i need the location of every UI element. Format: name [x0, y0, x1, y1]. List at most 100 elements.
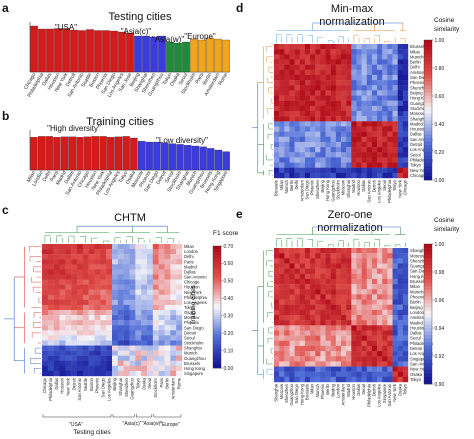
panel-c-cell	[100, 304, 107, 311]
panel-e-cell	[325, 248, 331, 254]
panel-d-cell	[289, 49, 295, 55]
panel-c-cell	[47, 294, 54, 301]
panel-d-cell	[279, 64, 285, 70]
panel-c-cell	[100, 274, 107, 280]
panel-e-cell	[402, 273, 409, 280]
panel-d-cell	[397, 131, 404, 137]
panel-e-colorbar-segment	[424, 247, 432, 252]
panel-d-cell	[392, 80, 398, 86]
panel-d-cell	[335, 172, 342, 179]
panel-c-cell	[112, 244, 119, 250]
panel-e-cell	[304, 258, 311, 264]
panel-e-cell	[351, 304, 357, 311]
panel-c-cell	[170, 370, 177, 377]
panel-c-cell	[129, 269, 136, 275]
panel-d-colorbar-segment	[424, 78, 432, 83]
panel-d-cell	[402, 162, 409, 168]
panel-e-cell	[284, 371, 290, 378]
panel-e-cell	[310, 376, 316, 383]
panel-e-cell	[310, 263, 316, 269]
panel-e-cell	[346, 253, 352, 259]
panel-c-cell	[88, 284, 95, 290]
panel-e-col-label: Munich	[315, 383, 320, 397]
panel-e-cell	[310, 366, 316, 372]
panel-c-row-label: Osaka	[184, 310, 197, 315]
panel-c-cell	[152, 254, 159, 260]
panel-c-col-label: New York	[65, 377, 70, 396]
panel-d-cell	[346, 147, 352, 153]
panel-d-cell	[361, 105, 367, 112]
panel-c-cell	[117, 244, 124, 250]
panel-d-cell	[304, 64, 311, 70]
panel-c-cell	[147, 269, 154, 275]
panel-e-cell	[315, 284, 321, 290]
panel-d-row-label: Milan	[410, 49, 421, 54]
panel-d-cell	[304, 141, 311, 148]
panel-e-cell	[346, 320, 352, 326]
panel-d-cell	[284, 49, 290, 55]
panel-d-cell	[299, 69, 306, 76]
panel-c-cell	[117, 310, 124, 316]
panel-d-cell	[289, 162, 295, 168]
panel-d-cell	[299, 111, 306, 117]
panel-d-cell	[294, 172, 300, 179]
panel-d-cell	[274, 126, 280, 132]
panel-d-cell	[294, 95, 300, 101]
panel-e-cell	[284, 253, 290, 259]
panel-e-colorbar-label: 0.98	[435, 270, 445, 276]
panel-e-cell	[289, 320, 295, 326]
panel-c-cell	[77, 274, 84, 280]
panel-c-cell	[152, 284, 159, 290]
panel-c-cell	[112, 279, 119, 285]
panel-d-cell	[377, 152, 383, 158]
panel-e-cell	[377, 356, 383, 362]
panel-c-cell	[53, 340, 60, 346]
panel-d-cell	[377, 162, 383, 168]
panel-e-cell	[299, 366, 306, 372]
panel-e-cell	[397, 268, 404, 274]
panel-d-cell	[294, 126, 300, 132]
panel-e-cell	[371, 320, 378, 326]
panel-d-cell	[310, 152, 316, 158]
panel-d-cell	[335, 54, 342, 60]
panel-e-cell	[392, 268, 398, 274]
panel-e-cell	[382, 263, 388, 269]
panel-c-cell	[53, 274, 60, 280]
panel-d-cell	[351, 44, 357, 50]
panel-a-group-label: "USA"	[55, 23, 77, 32]
panel-e-cell	[279, 356, 285, 362]
panel-c-cell	[147, 325, 154, 331]
panel-e-cell	[325, 273, 331, 280]
panel-e-cell	[356, 330, 362, 336]
panel-d-cell	[274, 95, 280, 101]
panel-c-cell	[77, 315, 84, 321]
panel-d-cell	[335, 95, 342, 101]
panel-c-cell	[106, 294, 113, 301]
panel-c-cell	[82, 264, 89, 270]
panel-e-cell	[377, 304, 383, 311]
panel-d-cell	[284, 167, 290, 174]
panel-e-cell	[371, 330, 378, 336]
panel-c-cell	[106, 259, 113, 265]
panel-e-colorbar-segment	[424, 370, 432, 374]
panel-d-cell	[335, 100, 342, 107]
panel-e-row-label: Berlin	[410, 300, 421, 305]
panel-c-cell	[135, 315, 142, 321]
panel-d-colorbar-segment	[424, 148, 432, 153]
panel-d-cell	[382, 95, 388, 101]
panel-d-cell	[325, 90, 331, 96]
panel-e-cell	[335, 356, 342, 362]
panel-e-cell	[377, 278, 383, 285]
panel-c-cell	[100, 315, 107, 321]
panel-c-cell	[123, 345, 130, 351]
panel-e-row-label: Dallas	[410, 331, 422, 336]
panel-d-cell	[346, 95, 352, 101]
panel-c-cell	[71, 335, 78, 341]
panel-d-col-label: Shanghai	[346, 180, 351, 198]
panel-d-cell	[310, 121, 316, 127]
panel-e-cell	[392, 361, 398, 367]
panel-e-row-label: Hong Kong	[410, 274, 432, 279]
panel-d-cell	[325, 147, 331, 153]
panel-d-cell	[294, 59, 300, 65]
panel-e-cell	[299, 284, 306, 290]
